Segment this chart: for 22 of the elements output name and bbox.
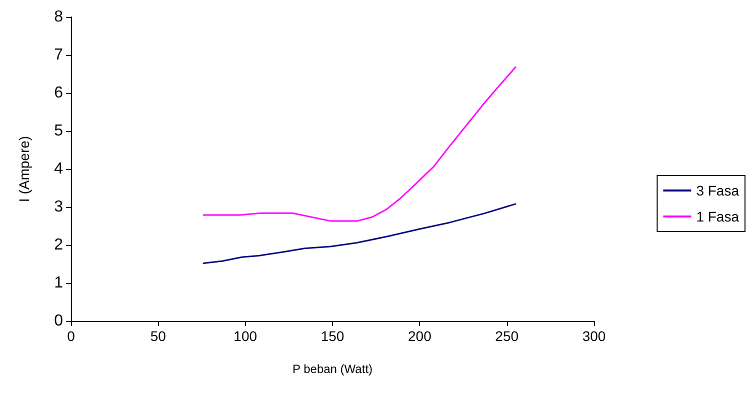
x-tick-label: 50 [150, 328, 166, 344]
legend-label: 3 Fasa [696, 182, 740, 198]
line-series [202, 203, 516, 264]
y-tick-label: 3 [54, 198, 64, 216]
legend-label: 1 Fasa [696, 208, 740, 224]
x-axis-title: P beban (Watt) [292, 362, 373, 376]
y-tick-label: 4 [54, 160, 64, 178]
y-axis-title: I (Ampere) [16, 136, 32, 202]
x-tick-label: 0 [67, 328, 76, 344]
x-tick-label: 100 [234, 328, 258, 344]
y-tick-label: 8 [54, 8, 64, 26]
y-tick-label: 0 [54, 312, 64, 330]
y-tick-label: 5 [54, 122, 64, 140]
x-tick-label: 200 [408, 328, 432, 344]
x-tick-label: 150 [320, 328, 344, 344]
x-tick-label: 300 [582, 328, 606, 344]
y-tick-label: 1 [54, 274, 64, 292]
line-series [202, 66, 516, 222]
y-tick-label: 7 [54, 46, 64, 64]
y-tick-label: 6 [54, 84, 64, 102]
y-tick-label: 2 [54, 236, 64, 254]
x-tick-label: 250 [495, 328, 519, 344]
